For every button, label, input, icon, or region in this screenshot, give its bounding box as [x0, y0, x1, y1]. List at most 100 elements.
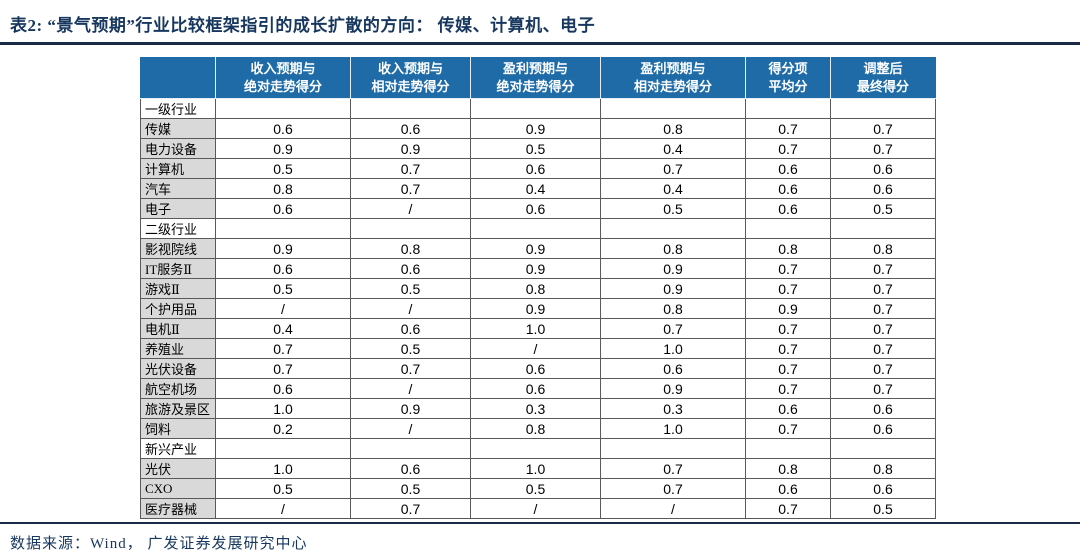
score-cell: 0.2 [215, 418, 351, 439]
score-cell: 0.7 [350, 178, 471, 199]
section-row: 二级行业 [140, 218, 936, 239]
score-cell: 0.8 [600, 298, 746, 319]
score-cell: 0.7 [830, 258, 936, 279]
data-source: 数据来源：Wind， 广发证券发展研究中心 [10, 536, 308, 552]
score-cell: 0.9 [470, 298, 601, 319]
score-cell: 1.0 [215, 458, 351, 479]
score-cell [830, 438, 936, 459]
score-cell: 0.4 [600, 138, 746, 159]
score-cell: 0.7 [830, 338, 936, 359]
score-cell: / [350, 298, 471, 319]
score-cell: 0.5 [600, 198, 746, 219]
table-header: 收入预期与 绝对走势得分 收入预期与 相对走势得分 盈利预期与 绝对走势得分 盈利预期… [140, 57, 936, 99]
score-cell: 0.7 [745, 418, 831, 439]
table-row: 汽车 0.8 0.7 0.4 0.4 0.6 0.6 [140, 178, 936, 199]
table-row: 游戏Ⅱ 0.5 0.5 0.8 0.9 0.7 0.7 [140, 278, 936, 299]
table-row: 电力设备 0.9 0.9 0.5 0.4 0.7 0.7 [140, 138, 936, 159]
score-cell: 1.0 [215, 398, 351, 419]
score-cell: 0.6 [745, 198, 831, 219]
score-cell: 0.7 [830, 138, 936, 159]
score-cell: 0.6 [745, 158, 831, 179]
score-cell: 0.6 [470, 358, 601, 379]
section-row: 新兴产业 [140, 438, 936, 459]
score-cell: 0.7 [600, 478, 746, 499]
score-cell: 0.5 [830, 498, 936, 519]
table-row: 电机Ⅱ 0.4 0.6 1.0 0.7 0.7 0.7 [140, 318, 936, 339]
score-cell: 1.0 [600, 338, 746, 359]
score-cell: / [350, 378, 471, 399]
table-row: 光伏 1.0 0.6 1.0 0.7 0.8 0.8 [140, 458, 936, 479]
row-label: 医疗器械 [140, 498, 216, 519]
score-cell: 0.6 [350, 118, 471, 139]
score-cell: 0.6 [470, 378, 601, 399]
score-cell: 0.8 [830, 458, 936, 479]
row-label: 影视院线 [140, 238, 216, 259]
score-cell: 0.6 [830, 158, 936, 179]
table-row: 计算机 0.5 0.7 0.6 0.7 0.6 0.6 [140, 158, 936, 179]
score-cell: 0.8 [830, 238, 936, 259]
score-cell [350, 218, 471, 239]
score-cell: 0.7 [350, 498, 471, 519]
score-cell: 0.7 [745, 378, 831, 399]
score-cell [215, 438, 351, 459]
score-cell: 0.9 [745, 298, 831, 319]
score-cell: 0.9 [600, 258, 746, 279]
score-cell: 0.4 [600, 178, 746, 199]
score-cell: 0.7 [745, 278, 831, 299]
table-row: 光伏设备 0.7 0.7 0.6 0.6 0.7 0.7 [140, 358, 936, 379]
score-cell: 0.8 [600, 118, 746, 139]
score-cell: 0.4 [215, 318, 351, 339]
score-cell: 0.5 [470, 478, 601, 499]
score-cell: 0.6 [215, 378, 351, 399]
score-cell [215, 218, 351, 239]
score-cell: 0.6 [830, 478, 936, 499]
score-cell: 0.7 [215, 358, 351, 379]
column-header: 得分项 平均分 [745, 57, 831, 99]
score-cell: 1.0 [600, 418, 746, 439]
table-container: 收入预期与 绝对走势得分 收入预期与 相对走势得分 盈利预期与 绝对走势得分 盈利预期… [140, 57, 936, 519]
score-cell [600, 218, 746, 239]
score-cell: 0.3 [600, 398, 746, 419]
score-cell: 0.7 [350, 158, 471, 179]
score-cell: 1.0 [470, 458, 601, 479]
column-header: 盈利预期与 相对走势得分 [600, 57, 746, 99]
score-cell: 0.6 [350, 318, 471, 339]
score-cell: 0.7 [350, 358, 471, 379]
score-cell: 0.6 [470, 198, 601, 219]
row-label: 电子 [140, 198, 216, 219]
score-cell: 0.7 [745, 258, 831, 279]
score-cell: 0.6 [600, 358, 746, 379]
score-cell [470, 438, 601, 459]
score-cell: 0.7 [830, 298, 936, 319]
table-row: 旅游及景区 1.0 0.9 0.3 0.3 0.6 0.6 [140, 398, 936, 419]
score-cell [470, 98, 601, 119]
score-cell: 0.4 [470, 178, 601, 199]
score-cell [745, 98, 831, 119]
score-cell: 0.7 [600, 318, 746, 339]
score-cell: 0.6 [745, 398, 831, 419]
score-cell: 0.7 [745, 318, 831, 339]
row-label: 饲料 [140, 418, 216, 439]
score-cell: 0.9 [215, 138, 351, 159]
score-cell: 0.6 [830, 418, 936, 439]
score-cell: 0.5 [350, 278, 471, 299]
row-label: 光伏设备 [140, 358, 216, 379]
score-cell: 0.5 [350, 478, 471, 499]
score-cell: 0.5 [470, 138, 601, 159]
score-cell: 0.7 [745, 118, 831, 139]
score-cell [470, 218, 601, 239]
score-cell: / [470, 498, 601, 519]
row-label: 旅游及景区 [140, 398, 216, 419]
table-row: 个护用品 //0.9 0.8 0.9 0.7 [140, 298, 936, 319]
row-label: 个护用品 [140, 298, 216, 319]
row-label: 电机Ⅱ [140, 318, 216, 339]
score-cell: 0.9 [470, 238, 601, 259]
table-caption: 表2: “景气预期”行业比较框架指引的成长扩散的方向： 传媒、计算机、电子 [10, 16, 596, 35]
caption-divider [0, 42, 1080, 45]
column-header: 收入预期与 绝对走势得分 [215, 57, 351, 99]
score-cell: 0.7 [745, 498, 831, 519]
header-row: 收入预期与 绝对走势得分 收入预期与 相对走势得分 盈利预期与 绝对走势得分 盈利预期… [140, 57, 936, 99]
row-label: 航空机场 [140, 378, 216, 399]
score-cell: / [215, 298, 351, 319]
row-label: 二级行业 [140, 218, 216, 239]
